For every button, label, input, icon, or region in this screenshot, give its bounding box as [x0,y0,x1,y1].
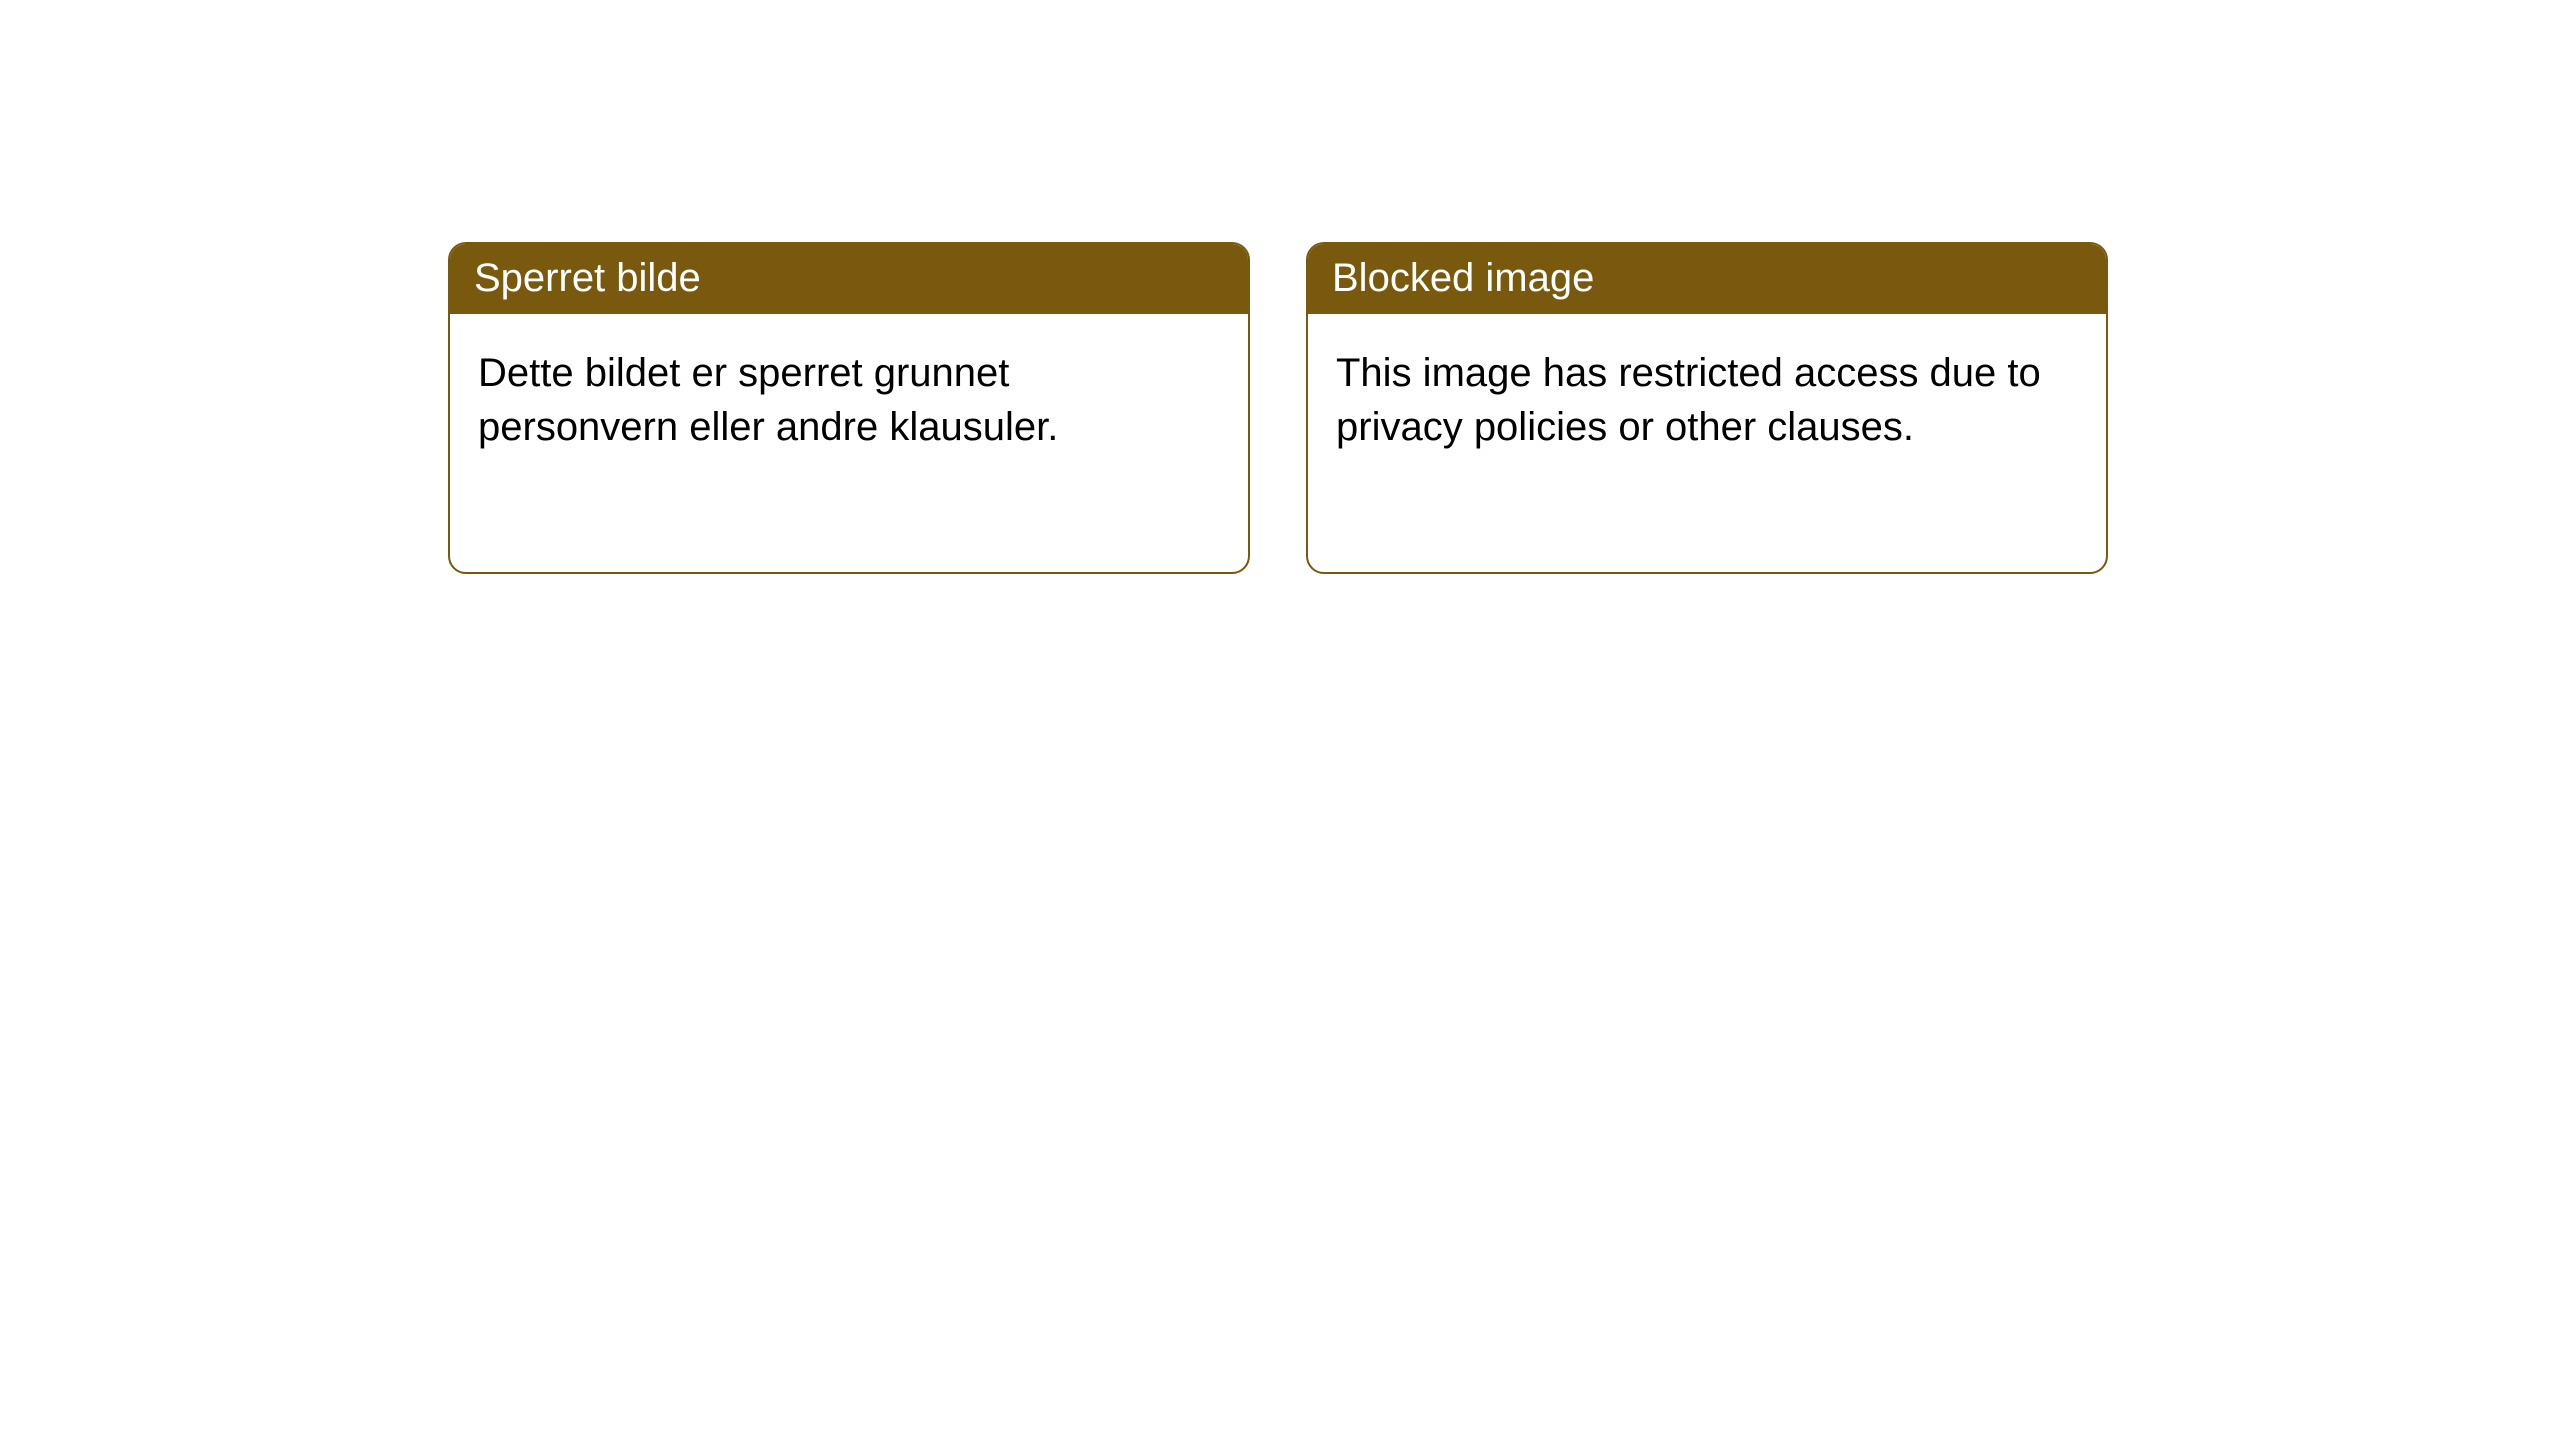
notice-header: Blocked image [1308,244,2106,314]
notice-header: Sperret bilde [450,244,1248,314]
notice-body: This image has restricted access due to … [1308,314,2106,486]
notice-body: Dette bildet er sperret grunnet personve… [450,314,1248,486]
notice-card-english: Blocked image This image has restricted … [1306,242,2108,574]
notice-card-norwegian: Sperret bilde Dette bildet er sperret gr… [448,242,1250,574]
notices-container: Sperret bilde Dette bildet er sperret gr… [448,242,2108,574]
